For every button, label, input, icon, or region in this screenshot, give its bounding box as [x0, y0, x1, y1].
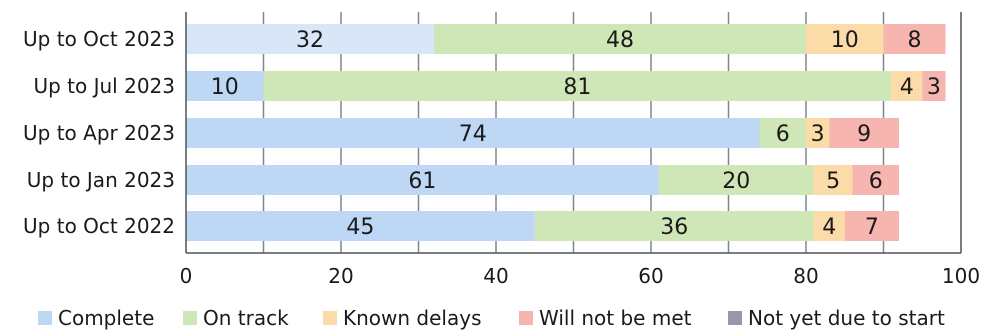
legend-swatch — [38, 311, 52, 325]
category-label: Up to Jul 2023 — [33, 74, 175, 98]
legend-item: Not yet due to start — [728, 303, 945, 333]
data-label: 32 — [296, 28, 324, 53]
bar-segment — [813, 211, 845, 241]
data-label: 10 — [831, 28, 859, 53]
legend-item: Will not be met — [519, 303, 691, 333]
x-tick-label: 60 — [638, 264, 663, 288]
bars — [186, 24, 946, 241]
legend-swatch — [519, 311, 533, 325]
data-label: 45 — [346, 215, 374, 240]
data-labels: 32 48 10 810 81 4 374 6 3 961 20 5 645 36 4 7 — [211, 28, 941, 240]
data-label: 10 — [211, 75, 239, 100]
bar-segment — [263, 71, 892, 101]
category-label: Up to Oct 2023 — [23, 27, 175, 51]
category-label: Up to Jan 2023 — [27, 168, 175, 192]
x-tick-label: 80 — [793, 264, 818, 288]
data-label: 36 — [660, 215, 688, 240]
bar-segment — [844, 211, 899, 241]
bar-segment — [186, 118, 760, 148]
data-label: 81 — [563, 75, 591, 100]
data-label: 8 — [908, 28, 922, 53]
data-label: 6 — [776, 122, 790, 147]
bar-segment — [534, 211, 814, 241]
bar-segment — [186, 211, 535, 241]
legend-label: Complete — [58, 306, 155, 330]
bar-segment — [759, 118, 806, 148]
data-label: 4 — [900, 75, 914, 100]
bar-segment — [883, 24, 946, 54]
data-label: 5 — [826, 169, 840, 194]
bar-segment — [186, 71, 264, 101]
legend-label: Will not be met — [539, 306, 692, 330]
legend-swatch — [323, 311, 337, 325]
data-label: 4 — [822, 215, 836, 240]
legend: Complete On track Known delays Will not be … — [0, 303, 984, 333]
bar-segment — [658, 165, 814, 195]
bar-segment — [806, 118, 830, 148]
data-label: 3 — [927, 75, 941, 100]
x-tick-label: 100 — [942, 264, 980, 288]
legend-item: On track — [183, 303, 289, 333]
bar-segment — [186, 165, 659, 195]
x-tick-label: 40 — [483, 264, 508, 288]
bar-segment — [829, 118, 899, 148]
legend-label: On track — [203, 306, 289, 330]
data-label: 20 — [722, 169, 750, 194]
data-label: 7 — [865, 215, 879, 240]
bar-segment — [434, 24, 806, 54]
bar-segment — [186, 24, 434, 54]
bar-segment — [806, 24, 884, 54]
axes: Up to Oct 2023 Up to Jul 2023 Up to Apr 20… — [23, 12, 980, 288]
x-tick-label: 0 — [180, 264, 193, 288]
x-tick-label: 20 — [328, 264, 353, 288]
data-label: 74 — [459, 122, 487, 147]
legend-item: Known delays — [323, 303, 482, 333]
bar-segment — [922, 71, 946, 101]
data-label: 9 — [857, 122, 871, 147]
legend-item: Complete — [38, 303, 154, 333]
legend-label: Known delays — [343, 306, 482, 330]
legend-swatch — [183, 311, 197, 325]
legend-label: Not yet due to start — [748, 306, 945, 330]
category-label: Up to Oct 2022 — [23, 214, 175, 238]
data-label: 61 — [408, 169, 436, 194]
data-label: 48 — [606, 28, 634, 53]
stacked-bar-chart: 32 48 10 810 81 4 374 6 3 961 20 5 645 36 4 7 Up to Oct… — [23, 12, 980, 288]
bar-segment — [891, 71, 923, 101]
bar-segment — [852, 165, 899, 195]
legend-swatch — [728, 311, 742, 325]
category-label: Up to Apr 2023 — [23, 121, 175, 145]
data-label: 6 — [869, 169, 883, 194]
bar-segment — [813, 165, 853, 195]
data-label: 3 — [811, 122, 825, 147]
